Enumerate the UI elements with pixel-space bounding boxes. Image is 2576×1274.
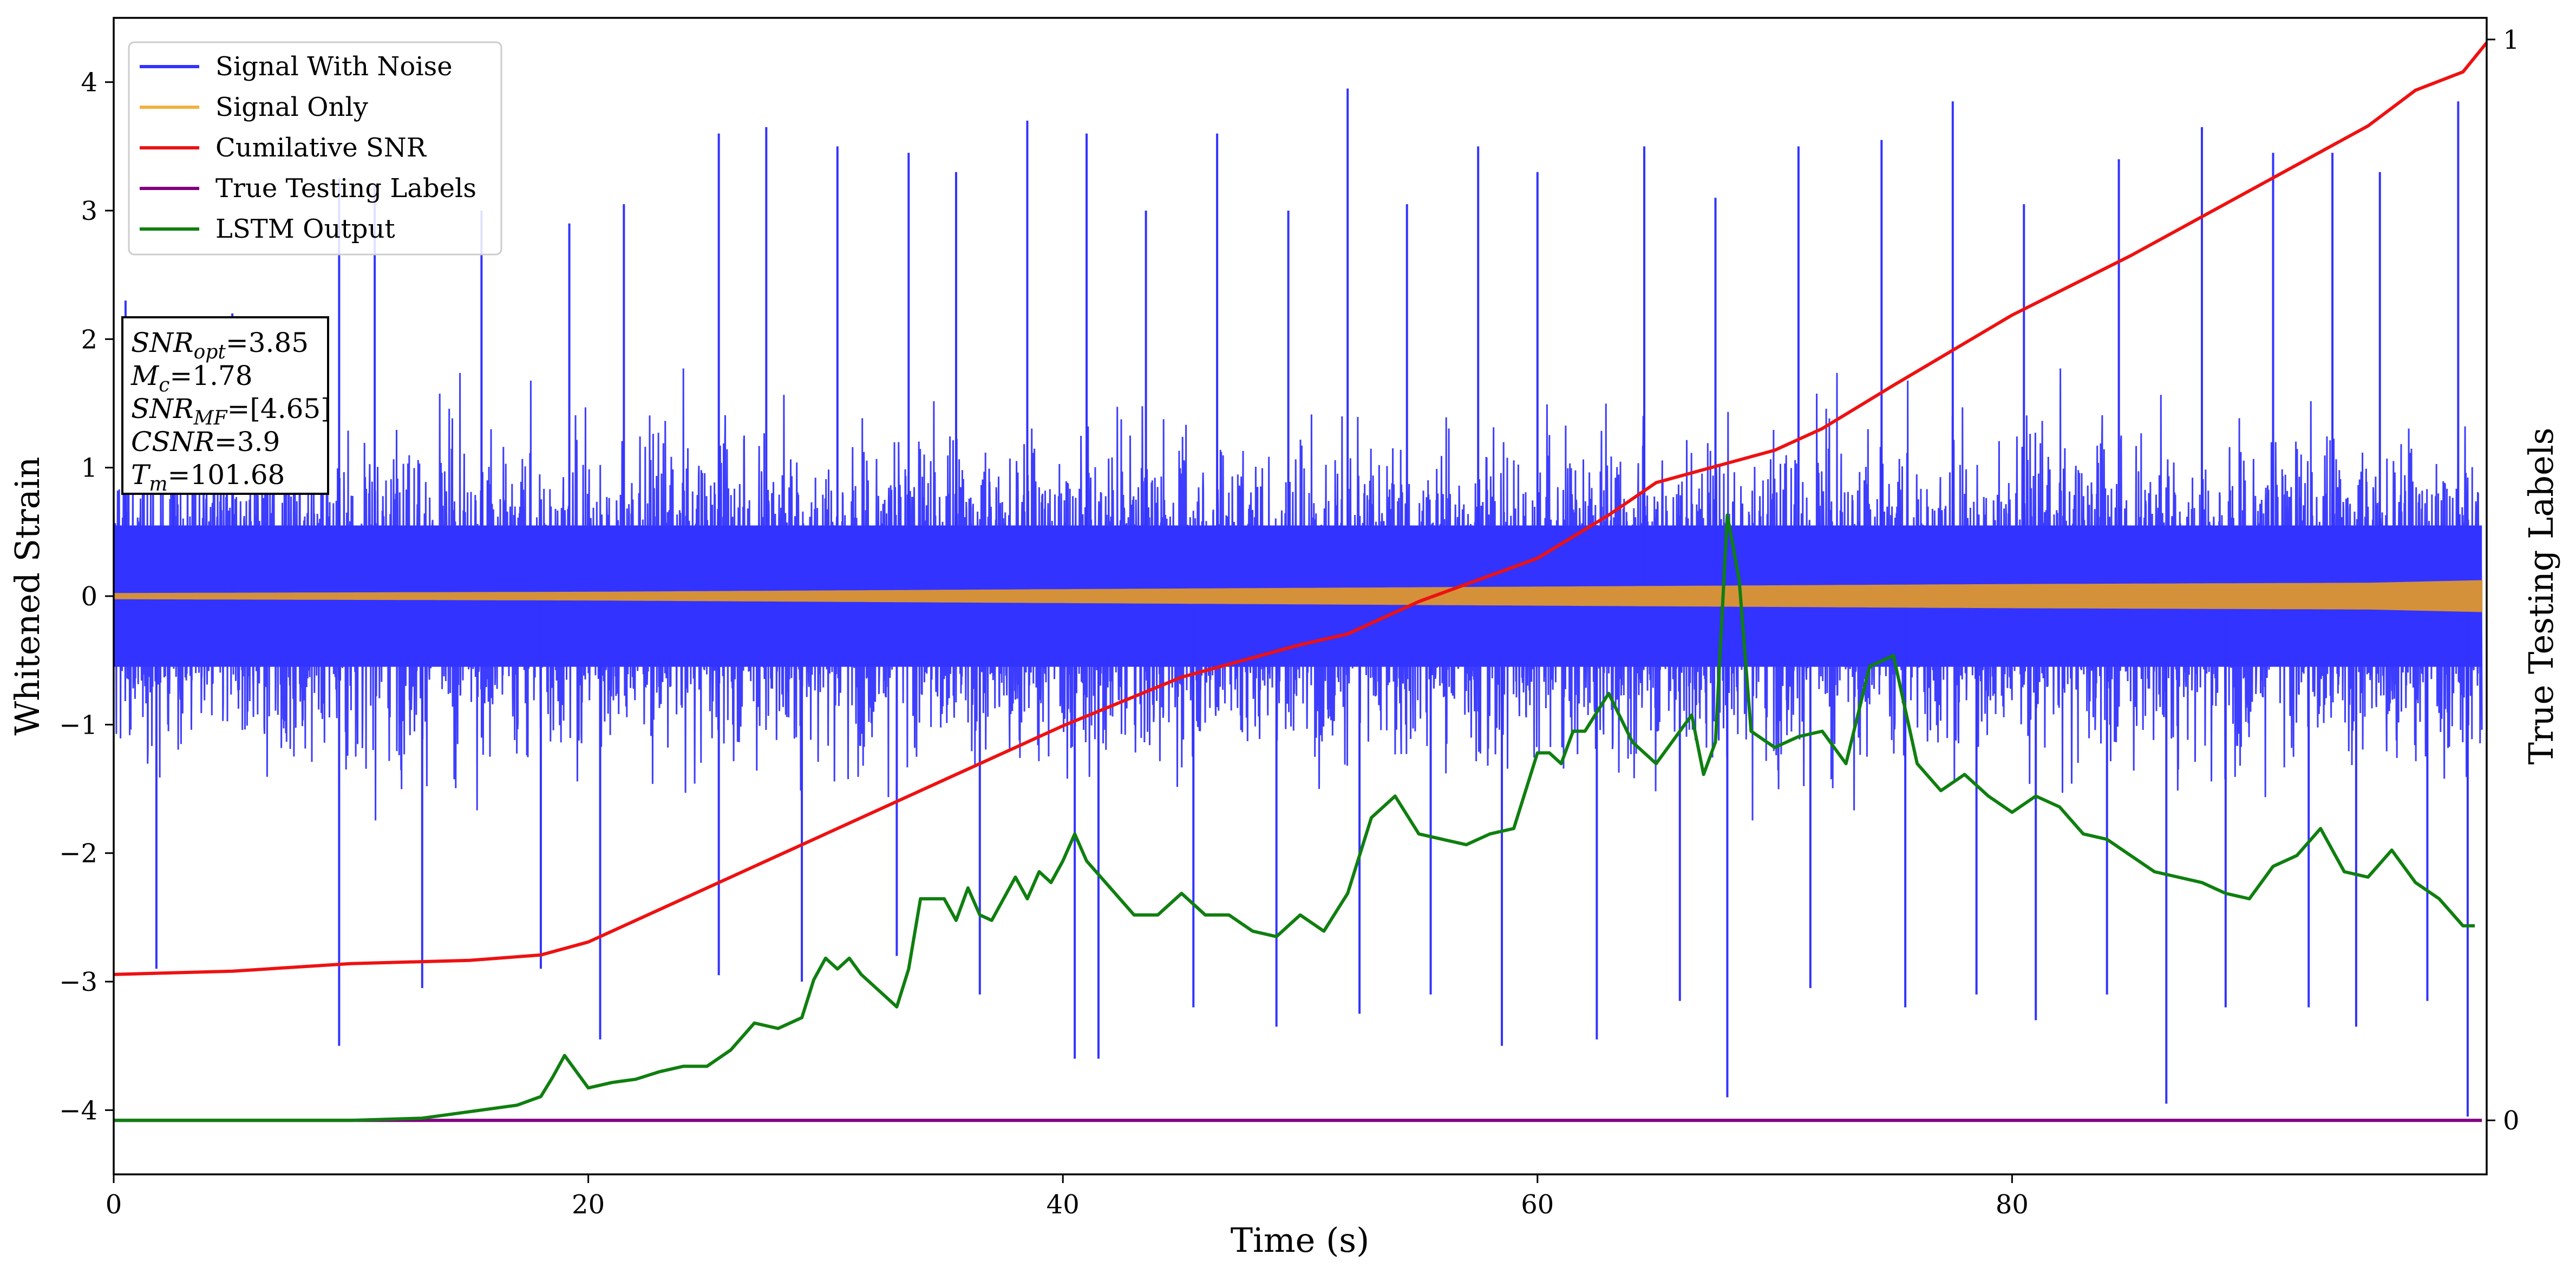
y-tick-7: 3 bbox=[81, 196, 114, 226]
y2-tick-label-1: 1 bbox=[2503, 25, 2520, 55]
y-tick-label-2: −2 bbox=[59, 839, 97, 869]
y2-tick-0: 0 bbox=[2487, 1106, 2520, 1136]
x-axis-title: Time (s) bbox=[1231, 1220, 1370, 1260]
legend-entry-2: Cumilative SNR bbox=[140, 133, 427, 163]
info-box: SNRopt=3.85Mc=1.78SNRMF=[4.65]CSNR=3.9Tm… bbox=[121, 316, 331, 495]
y-tick-8: 4 bbox=[81, 68, 114, 98]
y-tick-label-0: −4 bbox=[59, 1095, 97, 1126]
y-tick-6: 2 bbox=[81, 324, 114, 355]
legend-label-3: True Testing Labels bbox=[215, 173, 476, 204]
info-line-1: Mc=1.78 bbox=[130, 360, 253, 396]
y-tick-label-6: 2 bbox=[81, 324, 97, 355]
series-4-line bbox=[114, 513, 2475, 1122]
x-tick-label-2: 40 bbox=[1047, 1190, 1080, 1220]
y-axis: −4 −3 −2 −1 0 1 2 3 4 bbox=[59, 68, 114, 1126]
y2-tick-label-0: 0 bbox=[2503, 1106, 2520, 1136]
legend-entry-1: Signal Only bbox=[140, 92, 368, 122]
y-tick-label-8: 4 bbox=[81, 68, 97, 98]
y-tick-0: −4 bbox=[59, 1095, 114, 1126]
y-tick-label-1: −3 bbox=[59, 967, 97, 997]
y-tick-label-4: 0 bbox=[81, 582, 97, 612]
signal-only-band bbox=[113, 580, 2483, 612]
x-tick-1: 20 bbox=[572, 1174, 605, 1220]
line-series-layer bbox=[113, 42, 2488, 1122]
y-tick-label-7: 3 bbox=[81, 196, 97, 226]
x-tick-label-3: 60 bbox=[1521, 1190, 1554, 1220]
y-tick-3: −1 bbox=[59, 710, 114, 740]
signal-only-layer bbox=[113, 580, 2483, 612]
legend-frame bbox=[128, 41, 502, 256]
y2-tick-1: 1 bbox=[2487, 25, 2520, 55]
x-tick-3: 60 bbox=[1521, 1174, 1554, 1220]
y2-axis-title: True Testing Labels bbox=[2521, 428, 2561, 765]
y2-axis: 01 bbox=[2487, 25, 2520, 1136]
info-line-0: SNRopt=3.85 bbox=[131, 327, 309, 363]
x-tick-label-0: 0 bbox=[106, 1190, 122, 1220]
y-tick-4: 0 bbox=[81, 582, 114, 612]
legend-label-0: Signal With Noise bbox=[215, 51, 453, 82]
legend-label-2: Cumilative SNR bbox=[215, 133, 427, 163]
y-tick-label-5: 1 bbox=[81, 453, 97, 484]
x-tick-label-4: 80 bbox=[1996, 1190, 2029, 1220]
y-tick-1: −3 bbox=[59, 967, 114, 997]
info-box-frame bbox=[121, 316, 329, 495]
legend-label-1: Signal Only bbox=[215, 92, 368, 122]
series-2-line bbox=[113, 42, 2488, 976]
y-axis-title: Whitened Strain bbox=[8, 457, 47, 736]
info-line-3: CSNR=3.9 bbox=[131, 426, 280, 458]
info-line-4: Tm=101.68 bbox=[131, 459, 285, 495]
legend-entry-4: LSTM Output bbox=[140, 214, 395, 244]
y-tick-label-3: −1 bbox=[59, 710, 97, 740]
x-tick-2: 40 bbox=[1047, 1174, 1080, 1220]
legend-entry-3: True Testing Labels bbox=[140, 173, 476, 204]
y-tick-5: 1 bbox=[81, 453, 114, 484]
x-axis: 0 20 40 60 80 bbox=[106, 1174, 2029, 1220]
x-tick-label-1: 20 bbox=[572, 1190, 605, 1220]
legend-entry-0: Signal With Noise bbox=[140, 51, 453, 82]
legend: Signal With Noise Signal Only Cumilative S… bbox=[128, 41, 502, 256]
x-tick-4: 80 bbox=[1996, 1174, 2029, 1220]
y-tick-2: −2 bbox=[59, 839, 114, 869]
x-tick-0: 0 bbox=[106, 1174, 122, 1220]
info-line-2: SNRMF=[4.65] bbox=[131, 393, 331, 429]
legend-label-4: LSTM Output bbox=[215, 214, 395, 244]
